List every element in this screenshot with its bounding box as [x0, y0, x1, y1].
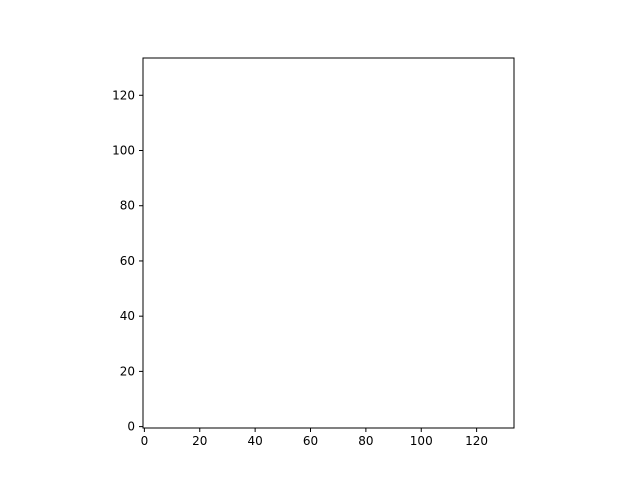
raspberry-texture — [492, 381, 539, 428]
x-tick-label: 20 — [192, 434, 207, 448]
raspberry-texture — [300, 267, 343, 310]
blackberry — [136, 286, 197, 347]
y-tick-label: 120 — [112, 88, 135, 102]
raspberry — [290, 260, 354, 318]
y-tick-label: 40 — [120, 309, 135, 323]
raspberry — [344, 282, 431, 361]
blackberry — [263, 283, 329, 349]
y-tick-label: 20 — [120, 364, 135, 378]
blackberry-drupelets — [401, 290, 431, 319]
raspberry-texture — [268, 381, 326, 439]
raspberry-texture — [359, 293, 417, 351]
blackberry-drupelets — [200, 306, 250, 351]
blackberry — [443, 277, 509, 343]
blackberry-drupelets — [221, 382, 268, 424]
blackberry — [471, 344, 526, 399]
blackberry — [191, 294, 263, 366]
x-tick-label: 60 — [303, 434, 318, 448]
blackberry-drupelets — [452, 289, 498, 331]
raspberry — [480, 373, 550, 436]
x-tick-label: 40 — [247, 434, 262, 448]
x-tick-label: 80 — [358, 434, 373, 448]
y-tick-label: 80 — [120, 199, 135, 213]
blackberry-drupelets — [399, 375, 449, 420]
x-tick-label: 0 — [141, 434, 149, 448]
y-tick-label: 60 — [120, 254, 135, 268]
blackberry-drupelets — [316, 400, 357, 435]
y-axis: 0 20 40 60 80 100 120 — [112, 88, 143, 434]
x-tick-label: 120 — [465, 434, 488, 448]
x-tick-label: 100 — [410, 434, 433, 448]
axes-frame — [142, 57, 515, 429]
blackberry — [391, 363, 463, 435]
blackberry-drupelets — [271, 294, 318, 336]
blackberry-drupelets — [477, 353, 517, 388]
raspberry — [253, 371, 340, 450]
x-axis: 0 20 40 60 80 100 120 — [141, 428, 488, 448]
blackberry — [142, 357, 214, 429]
blackberry-drupelets — [150, 370, 200, 415]
y-tick-label: 100 — [112, 144, 135, 158]
y-tick-label: 0 — [127, 420, 135, 434]
berry-photo — [136, 260, 550, 450]
blackberry — [394, 283, 438, 327]
blackberry-drupelets — [143, 296, 186, 334]
image-content — [136, 260, 550, 450]
